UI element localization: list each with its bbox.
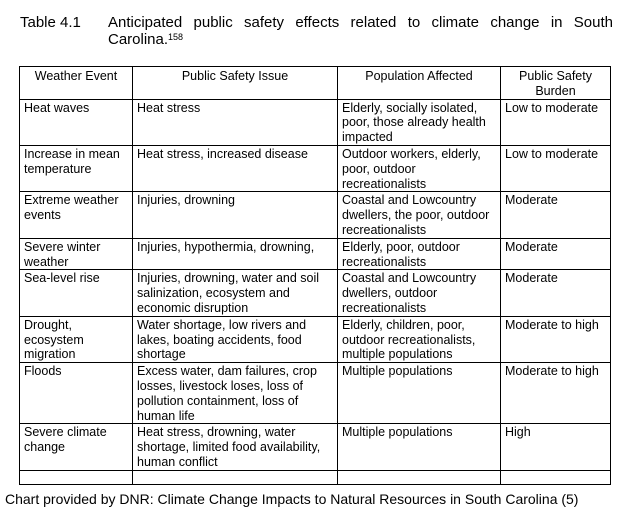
table-header-row: Weather Event Public Safety Issue Popula… xyxy=(19,66,611,100)
cell-population: Elderly, children, poor, outdoor recreat… xyxy=(337,315,501,364)
caption-title: Anticipated public safety effects relate… xyxy=(108,14,613,48)
cell-population: Outdoor workers, elderly, poor, outdoor … xyxy=(337,144,501,193)
cell-weather-event: Extreme weather events xyxy=(19,191,133,239)
cell-burden: Moderate xyxy=(500,269,611,317)
cell-population: Multiple populations xyxy=(337,362,501,425)
cell-weather-event: Drought, ecosystem migration xyxy=(19,315,133,364)
cell-population: Coastal and Lowcountry dwellers, the poo… xyxy=(337,191,501,239)
header-public-safety-issue: Public Safety Issue xyxy=(132,66,338,100)
cell-weather-event: Heat waves xyxy=(19,98,133,146)
cell-burden: High xyxy=(500,423,611,471)
cell-burden: Moderate xyxy=(500,191,611,239)
cell-safety-issue: Excess water, dam failures, crop losses,… xyxy=(132,362,338,425)
table-row: Severe climate change Heat stress, drown… xyxy=(19,423,611,471)
cell-safety-issue: Injuries, drowning, water and soil salin… xyxy=(132,269,338,317)
empty-cell xyxy=(132,469,338,485)
header-public-safety-burden: Public Safety Burden xyxy=(500,66,611,100)
header-weather-event: Weather Event xyxy=(19,66,133,100)
empty-cell xyxy=(337,469,501,485)
table-row: Extreme weather events Injuries, drownin… xyxy=(19,191,611,239)
empty-cell xyxy=(500,469,611,485)
cell-weather-event: Floods xyxy=(19,362,133,425)
source-note: Chart provided by DNR: Climate Change Im… xyxy=(5,491,579,507)
cell-safety-issue: Heat stress xyxy=(132,98,338,146)
table-row: Sea-level rise Injuries, drowning, water… xyxy=(19,269,611,317)
cell-safety-issue: Heat stress, increased disease xyxy=(132,144,338,193)
cell-population: Multiple populations xyxy=(337,423,501,471)
footnote-marker: 158 xyxy=(168,32,184,42)
cell-safety-issue: Injuries, hypothermia, drowning, xyxy=(132,237,338,271)
cell-safety-issue: Heat stress, drowning, water shortage, l… xyxy=(132,423,338,471)
table-row: Severe winter weather Injuries, hypother… xyxy=(19,237,611,271)
empty-cell xyxy=(19,469,133,485)
table-row: Floods Excess water, dam failures, crop … xyxy=(19,362,611,425)
cell-population: Elderly, socially isolated, poor, those … xyxy=(337,98,501,146)
table-row: Drought, ecosystem migration Water short… xyxy=(19,315,611,364)
cell-safety-issue: Injuries, drowning xyxy=(132,191,338,239)
cell-burden: Low to moderate xyxy=(500,144,611,193)
table-row: Heat waves Heat stress Elderly, socially… xyxy=(19,98,611,146)
cell-burden: Moderate to high xyxy=(500,362,611,425)
table-row: Increase in mean temperature Heat stress… xyxy=(19,144,611,193)
header-population-affected: Population Affected xyxy=(337,66,501,100)
cell-burden: Moderate to high xyxy=(500,315,611,364)
cell-burden: Moderate xyxy=(500,237,611,271)
caption-text: Anticipated public safety effects relate… xyxy=(108,14,613,48)
cell-weather-event: Severe winter weather xyxy=(19,237,133,271)
cell-weather-event: Increase in mean temperature xyxy=(19,144,133,193)
table-empty-row xyxy=(19,469,611,485)
cell-weather-event: Sea-level rise xyxy=(19,269,133,317)
cell-burden: Low to moderate xyxy=(500,98,611,146)
caption-label: Table 4.1 xyxy=(20,14,81,31)
cell-safety-issue: Water shortage, low rivers and lakes, bo… xyxy=(132,315,338,364)
cell-population: Elderly, poor, outdoor recreationalists xyxy=(337,237,501,271)
cell-weather-event: Severe climate change xyxy=(19,423,133,471)
cell-population: Coastal and Lowcountry dwellers, outdoor… xyxy=(337,269,501,317)
safety-effects-table: Weather Event Public Safety Issue Popula… xyxy=(19,66,611,485)
